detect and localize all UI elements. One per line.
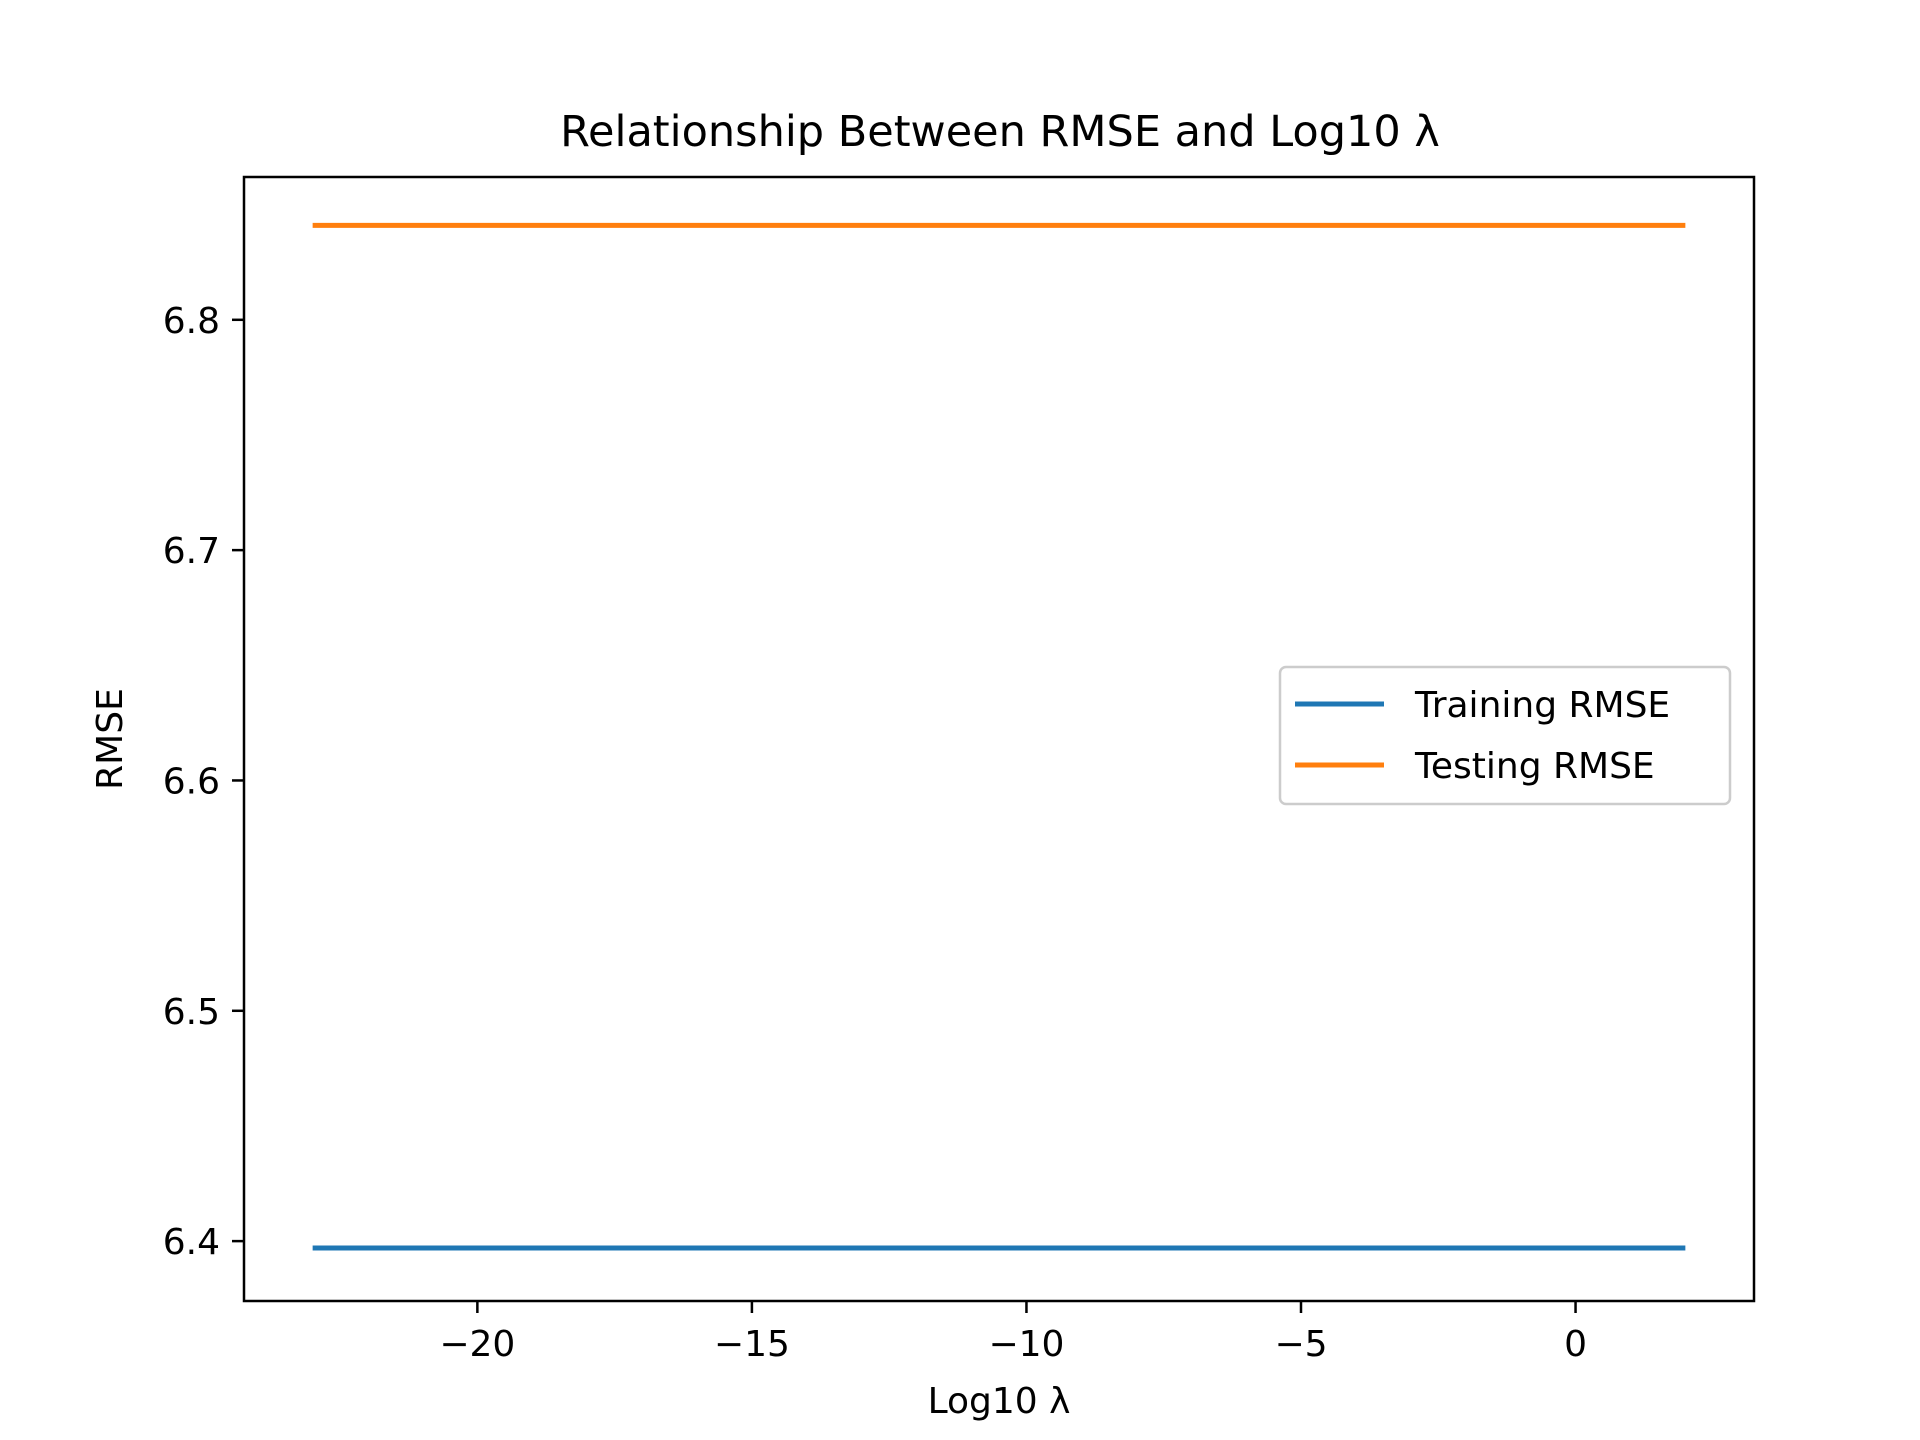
x-tick-label: −20 bbox=[439, 1324, 515, 1365]
legend-label-training-rmse: Training RMSE bbox=[1414, 685, 1670, 726]
x-tick-label: −10 bbox=[988, 1324, 1064, 1365]
legend-label-testing-rmse: Testing RMSE bbox=[1414, 746, 1655, 787]
x-tick-label: 0 bbox=[1564, 1324, 1587, 1365]
x-axis-ticks: −20 −15 −10 −5 0 bbox=[439, 1301, 1587, 1365]
y-axis-ticks: 6.4 6.5 6.6 6.7 6.8 bbox=[163, 301, 244, 1263]
y-axis-label: RMSE bbox=[90, 688, 131, 790]
chart-title: Relationship Between RMSE and Log10 λ bbox=[560, 107, 1440, 157]
y-tick-label: 6.5 bbox=[163, 992, 220, 1033]
y-tick-label: 6.8 bbox=[163, 301, 220, 342]
series-layer bbox=[312, 222, 1686, 1251]
x-tick-label: −15 bbox=[714, 1324, 790, 1365]
y-tick-label: 6.4 bbox=[163, 1222, 220, 1263]
y-tick-label: 6.6 bbox=[163, 761, 220, 802]
x-tick-label: −5 bbox=[1274, 1324, 1327, 1365]
x-axis-label: Log10 λ bbox=[928, 1381, 1071, 1422]
legend: Training RMSE Testing RMSE bbox=[1278, 665, 1732, 806]
plot-frame bbox=[242, 175, 1756, 1303]
legend-box bbox=[1278, 665, 1732, 806]
y-tick-label: 6.7 bbox=[163, 531, 220, 572]
